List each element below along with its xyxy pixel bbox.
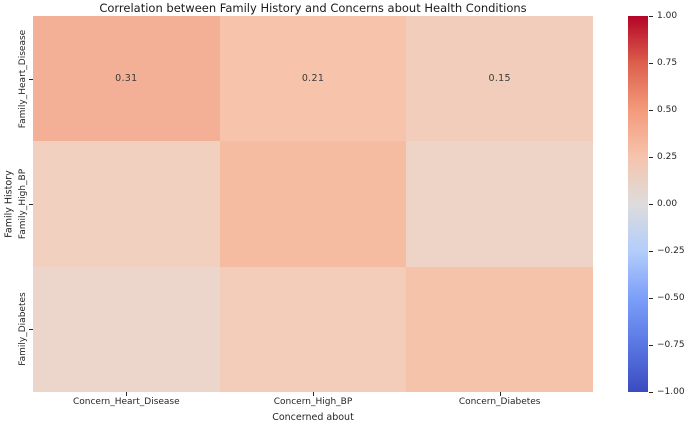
colorbar-tick-label-1: 0.75 (657, 58, 678, 68)
y-tick-label-1: Family_High_BP (18, 168, 28, 240)
y-axis-label: Family History (3, 170, 15, 238)
colorbar-tick-label-4: 0.00 (657, 199, 678, 209)
colorbar-tick-mark (649, 251, 653, 252)
heatmap-cell-r1-c2 (406, 141, 593, 267)
x-tick-label-0: Concern_Heart_Disease (72, 397, 180, 407)
x-tick-mark (499, 392, 501, 396)
colorbar-tick-mark (649, 157, 653, 158)
x-tick-mark (126, 392, 128, 396)
cell-annotation: 0.15 (488, 73, 511, 85)
colorbar-tick-mark (649, 345, 653, 346)
colorbar-tick-label-0: 1.00 (657, 11, 678, 21)
colorbar-tick-label-7: −0.75 (657, 340, 685, 350)
colorbar-tick-label-8: −1.00 (657, 387, 685, 397)
colorbar-tick-mark (649, 16, 653, 17)
y-tick-mark (29, 204, 33, 205)
chart-title: Correlation between Family History and C… (99, 1, 527, 15)
heatmap-cell-r0-c0: 0.31 (33, 16, 220, 142)
colorbar-tick-label-3: 0.25 (657, 152, 678, 162)
y-tick-mark (29, 329, 33, 331)
heatmap-cell-r2-c1 (219, 266, 407, 392)
colorbar-tick-mark (649, 63, 653, 64)
heatmap-cell-r0-c1: 0.21 (219, 16, 407, 142)
y-tick-mark (29, 78, 33, 80)
heatmap-cell-r0-c2: 0.15 (406, 16, 593, 142)
heatmap-cell-r2-c2 (406, 266, 593, 392)
x-tick-label-2: Concern_Diabetes (458, 397, 541, 407)
heatmap-cell-r1-c1 (219, 141, 407, 267)
cell-annotation: 0.21 (301, 73, 325, 85)
colorbar-tick-label-5: −0.25 (657, 246, 685, 256)
y-tick-label-0: Family_Heart_Disease (18, 29, 28, 128)
colorbar-tick-label-2: 0.50 (657, 105, 678, 115)
x-axis-label: Concerned about (272, 412, 354, 423)
x-tick-mark (313, 392, 314, 396)
heatmap-grid: 0.31 0.21 0.15 (33, 16, 593, 392)
cell-annotation: 0.31 (115, 73, 138, 85)
colorbar-tick-mark (649, 110, 653, 111)
colorbar-tick-mark (649, 204, 653, 205)
colorbar-tick-label-6: −0.50 (657, 293, 685, 303)
colorbar-tick-mark (649, 392, 653, 393)
heatmap-cell-r2-c0 (33, 266, 220, 392)
colorbar-tick-mark (649, 298, 653, 299)
heatmap-cell-r1-c0 (33, 141, 220, 267)
y-tick-label-2: Family_Diabetes (18, 292, 28, 367)
x-tick-label-1: Concern_High_BP (273, 397, 353, 407)
colorbar (628, 16, 648, 392)
